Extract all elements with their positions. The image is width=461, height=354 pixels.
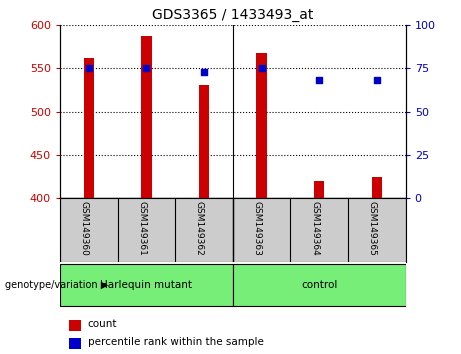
Point <box>85 65 92 71</box>
Bar <box>83 58 94 198</box>
Bar <box>256 52 267 198</box>
Text: genotype/variation ▶: genotype/variation ▶ <box>5 280 108 290</box>
Text: GSM149364: GSM149364 <box>310 201 319 256</box>
Bar <box>60 264 233 306</box>
Text: control: control <box>301 280 337 290</box>
Point <box>315 78 323 83</box>
Text: GSM149361: GSM149361 <box>137 201 146 256</box>
Bar <box>141 36 152 198</box>
Point <box>258 65 266 71</box>
Text: count: count <box>88 319 117 329</box>
Text: Harlequin mutant: Harlequin mutant <box>100 280 192 290</box>
Text: GSM149362: GSM149362 <box>195 201 204 256</box>
Bar <box>199 85 209 198</box>
Text: GSM149363: GSM149363 <box>253 201 262 256</box>
Text: percentile rank within the sample: percentile rank within the sample <box>88 337 264 347</box>
Point <box>142 65 150 71</box>
Text: GSM149365: GSM149365 <box>368 201 377 256</box>
Bar <box>233 264 406 306</box>
Text: GSM149360: GSM149360 <box>80 201 89 256</box>
Bar <box>314 181 325 198</box>
Bar <box>372 177 382 198</box>
Title: GDS3365 / 1433493_at: GDS3365 / 1433493_at <box>152 8 313 22</box>
Point <box>200 69 207 74</box>
Point <box>373 78 381 83</box>
